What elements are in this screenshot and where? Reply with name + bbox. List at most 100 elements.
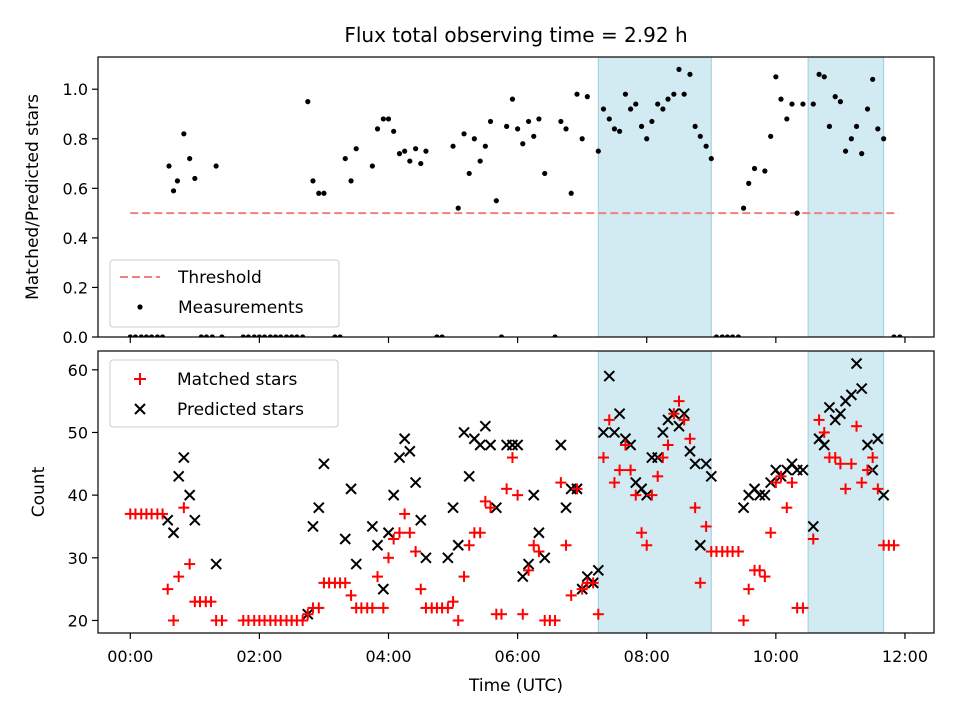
predicted-stars-point <box>737 501 750 514</box>
predicted-stars-point <box>689 458 701 470</box>
measurement-point <box>800 101 806 107</box>
bottom-count-points <box>124 357 900 626</box>
measurement-point <box>751 165 758 172</box>
matched-stars-point <box>678 414 690 426</box>
measurement-point <box>768 133 774 139</box>
predicted-stars-point <box>393 451 406 464</box>
measurement-point <box>413 146 419 152</box>
measurement-point <box>332 334 338 337</box>
matched-stars-point <box>587 577 599 589</box>
measurement-point <box>498 334 505 337</box>
bottom-plot-frame <box>97 350 935 634</box>
predicted-stars-point <box>797 464 809 476</box>
predicted-stars-point <box>823 401 836 414</box>
matched-stars-point <box>765 527 777 539</box>
predicted-stars-point <box>613 407 626 420</box>
measurement-point <box>198 334 204 337</box>
measurement-point <box>531 133 537 139</box>
bottom-y-axis-label: Count <box>29 466 49 517</box>
matched-stars-point <box>560 539 572 551</box>
measurement-point <box>219 334 225 337</box>
predicted-stars-point <box>409 476 422 489</box>
measurement-point <box>762 168 768 174</box>
predicted-stars-point <box>872 433 884 445</box>
matched-stars-point <box>555 477 567 489</box>
predicted-stars-point <box>350 558 362 570</box>
predicted-stars-point <box>307 520 319 533</box>
measurement-point <box>891 334 897 337</box>
measurement-point <box>240 334 246 337</box>
matched-stars-point <box>372 571 384 583</box>
measurement-point <box>611 126 618 132</box>
measurement-point <box>649 118 655 125</box>
measurement-point <box>676 66 682 72</box>
measurement-point <box>713 334 720 337</box>
matched-stars-point <box>641 539 653 551</box>
matched-stars-point <box>754 564 766 576</box>
measurement-point <box>687 71 693 77</box>
matched-stars-point <box>694 577 706 589</box>
predicted-stars-point <box>172 470 185 483</box>
matched-stars-point <box>313 602 325 614</box>
bottom-shaded-intervals <box>597 350 885 634</box>
shaded-interval <box>807 56 885 338</box>
top-x-ticks <box>129 337 906 343</box>
legend-matched-swatch <box>134 373 146 385</box>
bottom-legend-box <box>109 359 339 428</box>
matched-stars-point <box>684 433 696 445</box>
measurement-point <box>724 334 731 337</box>
matched-stars-point <box>597 452 609 464</box>
measurement-point <box>434 334 440 337</box>
y-tick-label: 50 <box>68 423 88 442</box>
predicted-stars-point <box>447 501 459 514</box>
matched-stars-point <box>603 414 615 426</box>
matched-stars-point <box>775 470 787 482</box>
measurement-point <box>810 101 816 107</box>
predicted-stars-point <box>387 489 400 501</box>
measurement-point <box>655 101 661 107</box>
predicted-stars-point <box>458 426 470 439</box>
predicted-stars-point <box>592 564 605 577</box>
matched-stars-point <box>393 527 405 539</box>
measurement-point <box>267 334 273 337</box>
measurement-point <box>283 334 290 337</box>
predicted-stars-point <box>807 520 819 533</box>
predicted-stars-point <box>539 552 551 564</box>
measurement-point <box>148 334 155 337</box>
y-tick-label: 30 <box>68 549 88 568</box>
measurement-point <box>773 74 779 80</box>
predicted-stars-point <box>694 539 707 551</box>
matched-stars-point <box>862 464 874 476</box>
bottom-y-ticks: 20 30 40 50 60 <box>68 361 98 630</box>
measurement-point <box>509 96 516 102</box>
measurement-point <box>407 158 413 164</box>
measurement-point <box>789 101 795 107</box>
measurement-point <box>209 334 215 337</box>
matched-stars-point <box>302 608 314 620</box>
measurement-point <box>600 106 607 112</box>
measurement-point <box>342 155 348 162</box>
predicted-stars-point <box>318 458 330 470</box>
matched-stars-point <box>813 414 825 426</box>
x-tick-label: 06:00 <box>495 647 541 666</box>
top-legend-box <box>109 259 340 328</box>
predicted-stars-point <box>560 501 572 514</box>
matched-stars-point <box>759 571 771 583</box>
measurement-point <box>853 123 860 129</box>
y-tick-label: 40 <box>68 486 88 505</box>
predicted-stars-point <box>608 426 621 439</box>
matched-stars-point <box>851 420 863 432</box>
measurement-point <box>816 71 822 77</box>
predicted-stars-point <box>517 570 529 583</box>
measurement-point <box>875 126 881 132</box>
matched-stars-point <box>377 602 389 614</box>
measurement-point <box>848 136 854 142</box>
measurement-point <box>213 163 219 169</box>
matched-stars-point <box>797 602 809 614</box>
matched-stars-point <box>388 533 400 545</box>
measurement-point <box>729 334 736 337</box>
measurement-point <box>132 334 139 337</box>
measurement-point <box>826 123 833 129</box>
matched-stars-point <box>608 477 620 489</box>
matched-stars-point <box>216 614 228 626</box>
